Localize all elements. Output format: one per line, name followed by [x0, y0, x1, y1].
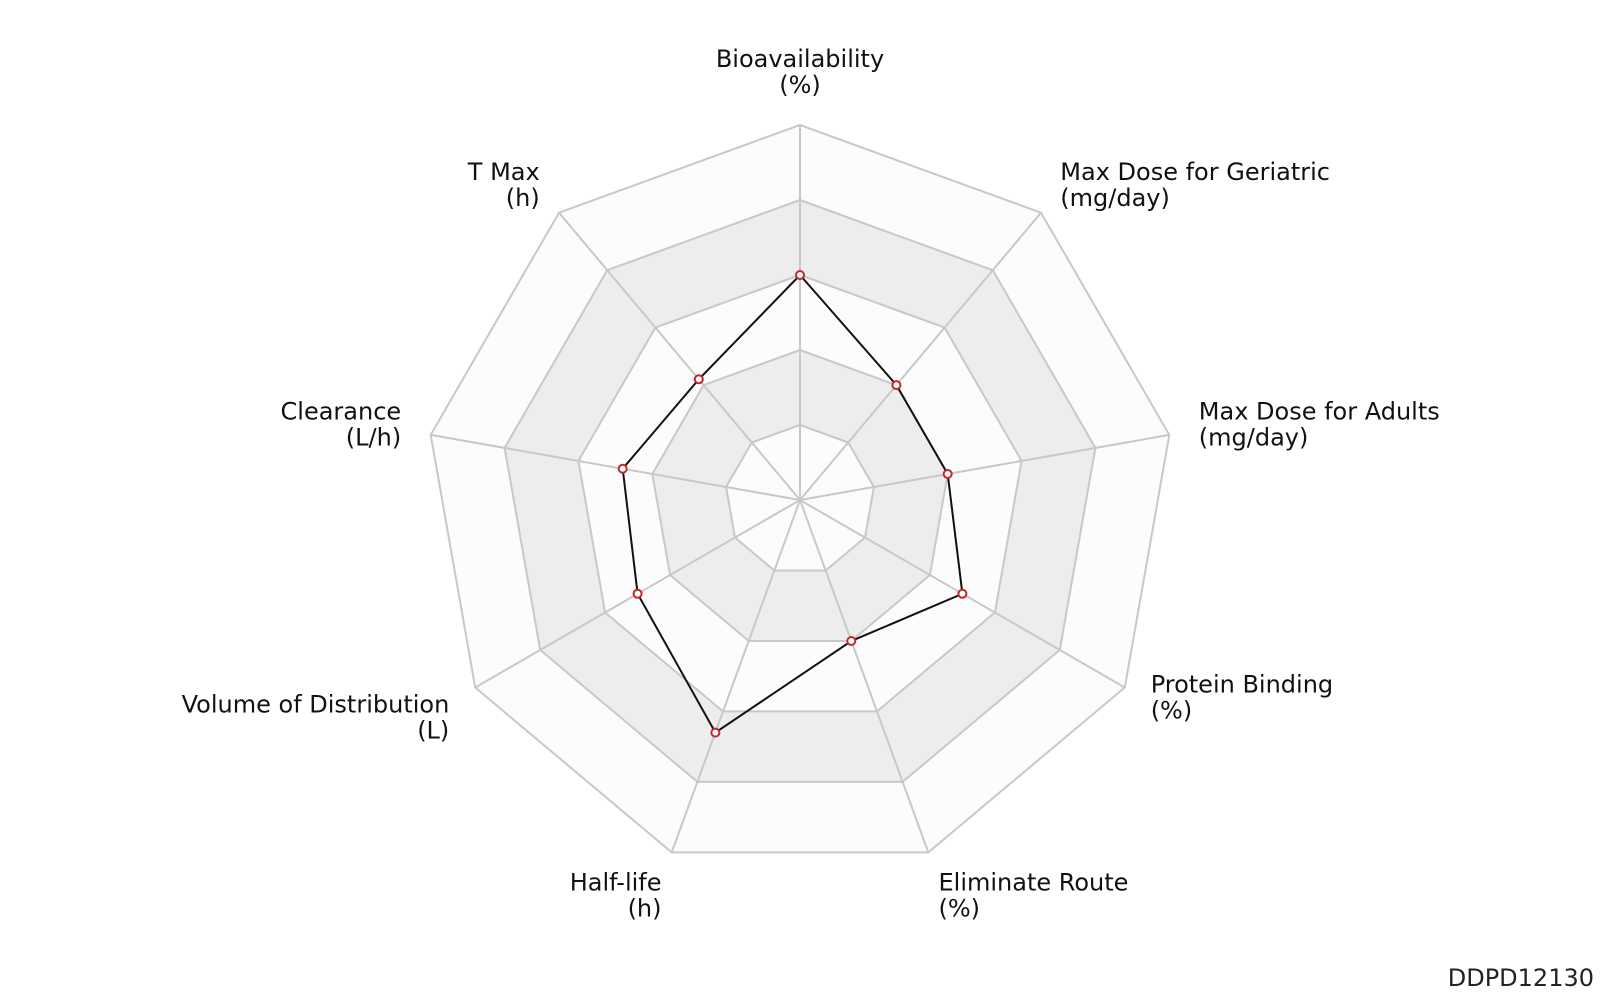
axis-label-6: Half-life (h): [570, 869, 662, 923]
data-point-3: [942, 469, 953, 479]
spoke-2: [799, 212, 1042, 501]
radar-spokes: [430, 125, 1170, 853]
data-point-8: [617, 463, 628, 474]
radar-series: [617, 270, 968, 738]
data-point-9: [693, 374, 704, 385]
data-point-5: [846, 636, 857, 646]
data-point-7: [632, 588, 643, 599]
axis-label-9: T Max (h): [467, 158, 540, 212]
data-point-6: [710, 727, 721, 738]
axis-label-7: Volume of Distribution (L): [182, 691, 450, 745]
spoke-8: [430, 433, 801, 501]
spoke-5: [799, 499, 930, 853]
spoke-6: [670, 499, 801, 853]
radar-axis-labels: Bioavailability (%) Max Dose for Geriatric…: [182, 45, 1440, 923]
data-point-4: [957, 588, 968, 599]
axis-label-1: Bioavailability (%): [716, 45, 884, 99]
chart-id-code: DDPD12130: [1447, 964, 1594, 992]
data-point-2: [891, 380, 902, 391]
data-point-1: [795, 270, 805, 280]
axis-label-5: Eliminate Route (%): [939, 869, 1129, 923]
spoke-3: [799, 433, 1170, 501]
series-line: [621, 273, 964, 735]
axis-label-3: Max Dose for Adults (mg/day): [1199, 398, 1440, 452]
spoke-9: [558, 212, 801, 501]
axis-label-2: Max Dose for Geriatric (mg/day): [1060, 158, 1330, 212]
axis-label-8: Clearance (L/h): [281, 398, 402, 452]
axis-label-4: Protein Binding (%): [1151, 671, 1333, 725]
